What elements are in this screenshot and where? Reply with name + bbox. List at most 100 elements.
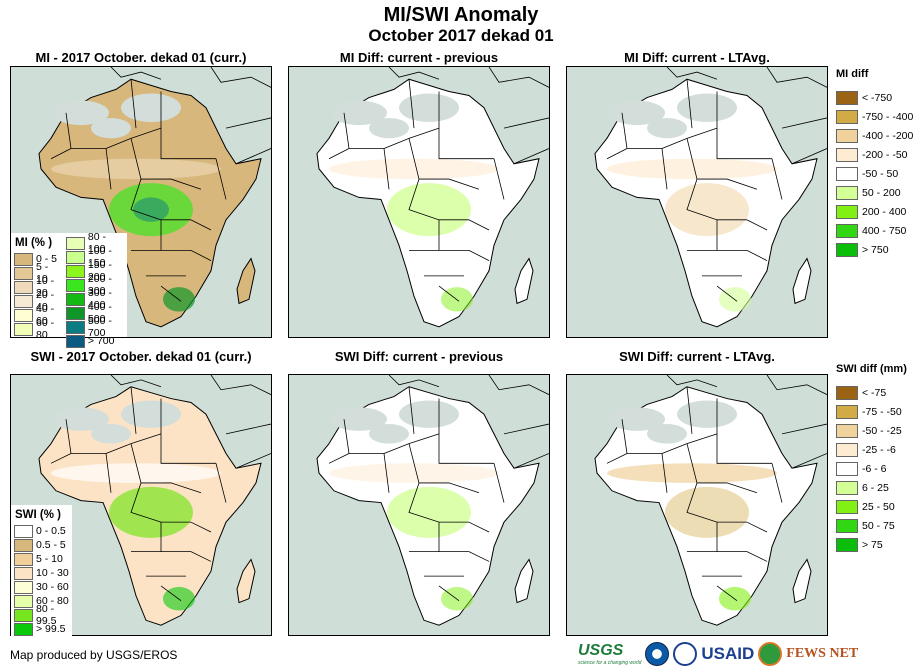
legend-label: 20 - 40 [36, 289, 55, 313]
nodata-area [647, 117, 687, 139]
central-africa-zone [665, 183, 749, 237]
legend-item: 60 - 80 [14, 594, 69, 608]
usaid-logo: USAID [701, 644, 754, 664]
legend-item: 500 - 700 [65, 315, 124, 339]
coastline [388, 67, 440, 80]
coastline [513, 453, 549, 469]
legend-label: 30 - 60 [36, 581, 69, 593]
legend-label: < -75 [862, 386, 887, 399]
panel-title-mi-current: MI - 2017 October. dekad 01 (curr.) [35, 50, 247, 65]
legend-item: 20 - 40 [14, 289, 62, 313]
country-border [493, 158, 505, 200]
country-border [160, 522, 212, 562]
coastline [110, 375, 162, 388]
map-panel-mi-current[interactable] [10, 66, 272, 338]
legend-label: 400 - 500 [87, 301, 112, 325]
legend-label: > 700 [87, 335, 115, 347]
country-border [190, 219, 212, 231]
country-border [383, 453, 390, 493]
africa-map[interactable] [289, 375, 549, 635]
country-border [160, 398, 216, 464]
africa-map[interactable] [289, 67, 549, 337]
panel-title-swi-diff-previous: SWI Diff: current - previous [334, 349, 504, 364]
legend-item: 5 - 10 [14, 261, 62, 285]
country-border [746, 521, 768, 533]
legend-swatch [836, 442, 858, 457]
country-border [606, 453, 628, 464]
nodata-area [91, 424, 131, 444]
country-border [686, 443, 758, 494]
legend-swatch [65, 306, 85, 320]
sahel-zone [607, 463, 777, 483]
legend-swatch [836, 204, 858, 219]
country-border [408, 138, 480, 190]
country-border [130, 79, 137, 129]
africa-map[interactable] [11, 375, 271, 635]
map-panel-mi-diff-previous[interactable] [288, 66, 550, 338]
country-border [408, 386, 415, 434]
panel-title-mi-diff-previous: MI Diff: current - previous [339, 50, 499, 65]
legend-label: -25 - -6 [862, 443, 896, 456]
map-subtitle: October 2017 dekad 01 [368, 26, 554, 45]
legend-item: 25 - 50 [836, 497, 907, 516]
coastline [210, 67, 271, 88]
legend-item: 150 - 200 [65, 259, 124, 283]
legend-label: 0 - 5 [36, 253, 58, 265]
legend-item: 10 - 20 [14, 275, 62, 299]
legend-label: < -750 [862, 91, 893, 104]
legend-swatch [14, 280, 33, 294]
legend-title: MI (% ) [15, 237, 53, 249]
legend-label: -400 - -200 [862, 129, 914, 142]
africa-map[interactable] [567, 67, 827, 337]
map-panel-mi-diff-ltavg[interactable] [566, 66, 828, 338]
country-border [468, 219, 490, 231]
coastline [488, 67, 549, 88]
country-border [383, 148, 390, 190]
legend-swatch [836, 90, 858, 105]
legend-item: 400 - 750 [836, 221, 913, 240]
legend-label: -6 - 6 [862, 462, 887, 475]
legend-item: > 99.5 [14, 622, 69, 636]
legend-swatch [65, 292, 85, 306]
legend-swatch [14, 266, 33, 280]
nodata-area [647, 424, 687, 444]
map-panel-swi-diff-ltavg[interactable] [566, 374, 828, 636]
legend-item: -400 - -200 [836, 126, 913, 145]
legend-label: 25 - 50 [862, 500, 895, 513]
legend-item: -6 - 6 [836, 459, 907, 478]
legend-swatch [14, 608, 33, 622]
legend-label: 80 - 100 [87, 231, 106, 255]
legend-label: > 75 [862, 538, 883, 551]
map-panel-swi-diff-previous[interactable] [288, 374, 550, 636]
legend-swatch [836, 242, 858, 257]
africa-map[interactable] [11, 67, 271, 337]
legend-swatch [836, 109, 858, 124]
country-border [130, 386, 137, 434]
legend-label: 60 - 80 [36, 595, 69, 607]
coastline [488, 375, 549, 395]
nodata-area [91, 117, 131, 139]
legend-label: 200 - 300 [87, 273, 112, 297]
country-border [130, 138, 202, 190]
nodata-area [677, 400, 737, 428]
coastline [503, 423, 549, 435]
legend-swatch [65, 250, 85, 264]
africa-map[interactable] [567, 375, 827, 635]
madagascar [514, 257, 534, 305]
map-title: MI/SWI Anomaly [383, 4, 539, 26]
legend-label: 400 - 750 [862, 224, 907, 237]
legend-label: 300 - 400 [87, 287, 112, 311]
country-border [50, 148, 72, 160]
legend-swatch [836, 480, 858, 495]
legend-item: 6 - 25 [836, 478, 907, 497]
country-border [621, 112, 662, 149]
legend-item: 400 - 500 [65, 301, 124, 325]
country-border [686, 178, 747, 221]
coastline [666, 67, 718, 80]
legend-item: -50 - -25 [836, 421, 907, 440]
legend-label: -75 - -50 [862, 405, 902, 418]
legend-swatch [836, 223, 858, 238]
country-border [771, 158, 783, 200]
madagascar [236, 558, 256, 604]
legend-label: 10 - 30 [36, 567, 69, 579]
